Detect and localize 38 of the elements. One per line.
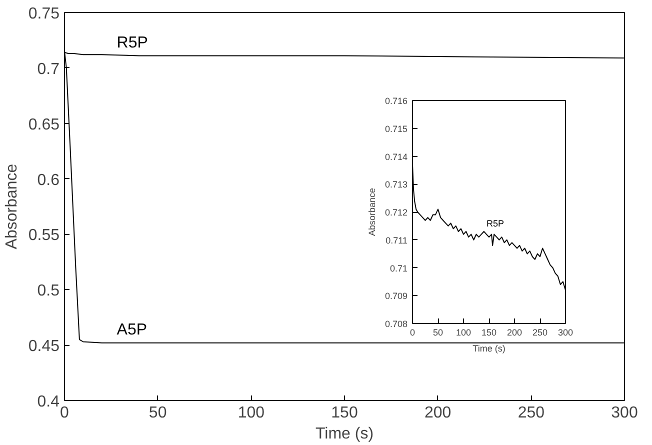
x-tick-label: 0 (60, 404, 70, 422)
x-tick-label: 50 (432, 328, 444, 338)
x-tick-label: 200 (506, 328, 522, 338)
y-tick-label: 0.716 (384, 96, 408, 106)
x-tick-label: 100 (238, 404, 265, 422)
x-tick-label: 150 (481, 328, 497, 338)
y-tick-label: 0.711 (386, 235, 408, 246)
y-tick-label: 0.55 (28, 227, 60, 244)
series-label: R5P (486, 218, 504, 229)
x-axis-title: Time (s) (472, 344, 506, 354)
y-tick-label: 0.4 (37, 394, 60, 410)
y-tick-label: 0.715 (384, 124, 408, 134)
y-tick-label: 0.5 (37, 282, 60, 300)
y-axis-title: Absorbance (366, 188, 377, 236)
y-tick-label: 0.7 (37, 60, 60, 78)
y-tick-label: 0.65 (28, 116, 60, 134)
y-tick-label: 0.6 (37, 172, 60, 189)
y-tick-label: 0.45 (28, 338, 60, 356)
series-label: A5P (116, 321, 148, 338)
x-tick-label: 250 (532, 328, 548, 338)
x-tick-label: 0 (410, 328, 416, 338)
y-axis-title: Absorbance (3, 164, 20, 250)
x-tick-label: 50 (148, 404, 167, 422)
x-tick-label: 300 (558, 328, 574, 338)
y-tick-label: 0.71 (390, 263, 408, 274)
y-tick-label: 0.713 (384, 180, 408, 190)
x-tick-label: 100 (456, 328, 472, 338)
y-tick-label: 0.709 (384, 291, 408, 302)
y-tick-label: 0.708 (384, 319, 408, 329)
x-tick-label: 300 (611, 404, 638, 422)
y-tick-label: 0.712 (384, 208, 408, 218)
x-tick-label: 250 (518, 404, 545, 422)
x-tick-label: 150 (331, 404, 358, 422)
x-tick-label: 200 (424, 404, 452, 422)
series-label: R5P (116, 34, 148, 52)
y-tick-label: 0.714 (384, 152, 408, 162)
y-tick-label: 0.75 (28, 6, 60, 22)
x-axis-title: Time (s) (315, 426, 374, 442)
